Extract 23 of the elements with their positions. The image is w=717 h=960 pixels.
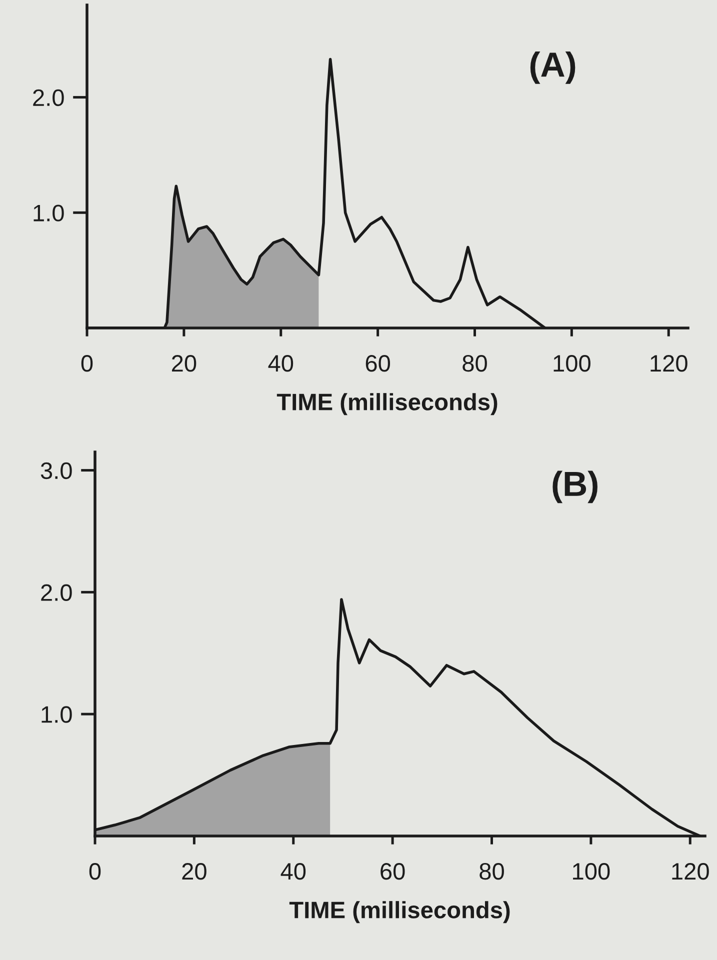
x-tick-label: 60	[380, 863, 405, 880]
x-tick-label: 80	[480, 863, 504, 880]
x-tick-label: 0	[89, 863, 101, 880]
text: (B)	[552, 470, 598, 504]
x-tick-label: 120	[672, 863, 709, 880]
x-tick-label: 100	[573, 863, 610, 880]
x-tick-label: 40	[280, 863, 306, 880]
y-tick-label: 1.0	[42, 706, 72, 723]
x-axis-title: TIME (milliseconds)	[276, 393, 498, 416]
y-tick-label: 1.0	[34, 204, 64, 222]
y-tick-label: 2.0	[41, 584, 72, 601]
x-tick-label: 0	[81, 355, 93, 372]
y-tick-label: 2.0	[33, 89, 64, 106]
x-tick-label: 120	[650, 355, 688, 372]
x-tick-label: 40	[268, 355, 294, 372]
text: (A)	[530, 51, 576, 84]
x-tick-label: 20	[182, 863, 206, 880]
x-tick-label: 20	[172, 355, 196, 372]
x-tick-label: 100	[554, 355, 590, 372]
x-axis-title: TIME (milliseconds)	[289, 901, 510, 924]
y-tick-label: 3.0	[40, 462, 72, 480]
x-tick-label: 80	[462, 355, 487, 372]
x-tick-label: 60	[366, 355, 390, 372]
